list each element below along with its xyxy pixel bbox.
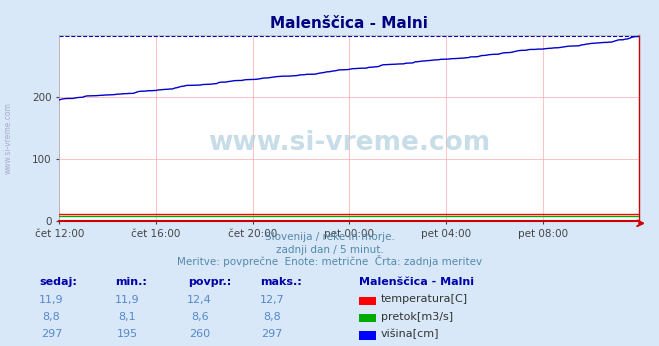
Text: 8,1: 8,1 xyxy=(119,312,136,322)
Text: temperatura[C]: temperatura[C] xyxy=(381,294,468,304)
Text: 12,7: 12,7 xyxy=(260,295,285,306)
Text: 12,4: 12,4 xyxy=(187,295,212,306)
Text: 260: 260 xyxy=(189,329,210,339)
Text: 8,6: 8,6 xyxy=(191,312,208,322)
Text: Meritve: povprečne  Enote: metrične  Črta: zadnja meritev: Meritve: povprečne Enote: metrične Črta:… xyxy=(177,255,482,267)
Text: 8,8: 8,8 xyxy=(43,312,60,322)
Text: Slovenija / reke in morje.: Slovenija / reke in morje. xyxy=(264,233,395,243)
Text: 297: 297 xyxy=(41,329,62,339)
Text: 11,9: 11,9 xyxy=(115,295,140,306)
Text: sedaj:: sedaj: xyxy=(40,277,77,288)
Text: povpr.:: povpr.: xyxy=(188,277,231,288)
Text: Malenščica - Malni: Malenščica - Malni xyxy=(359,277,474,288)
Text: višina[cm]: višina[cm] xyxy=(381,329,440,339)
Text: zadnji dan / 5 minut.: zadnji dan / 5 minut. xyxy=(275,245,384,255)
Title: Malenščica - Malni: Malenščica - Malni xyxy=(270,16,428,31)
Text: 297: 297 xyxy=(262,329,283,339)
Text: 11,9: 11,9 xyxy=(39,295,64,306)
Text: www.si-vreme.com: www.si-vreme.com xyxy=(208,130,490,156)
Text: www.si-vreme.com: www.si-vreme.com xyxy=(3,102,13,174)
Text: min.:: min.: xyxy=(115,277,147,288)
Text: pretok[m3/s]: pretok[m3/s] xyxy=(381,312,453,322)
Text: 195: 195 xyxy=(117,329,138,339)
Text: maks.:: maks.: xyxy=(260,277,302,288)
Text: 8,8: 8,8 xyxy=(264,312,281,322)
